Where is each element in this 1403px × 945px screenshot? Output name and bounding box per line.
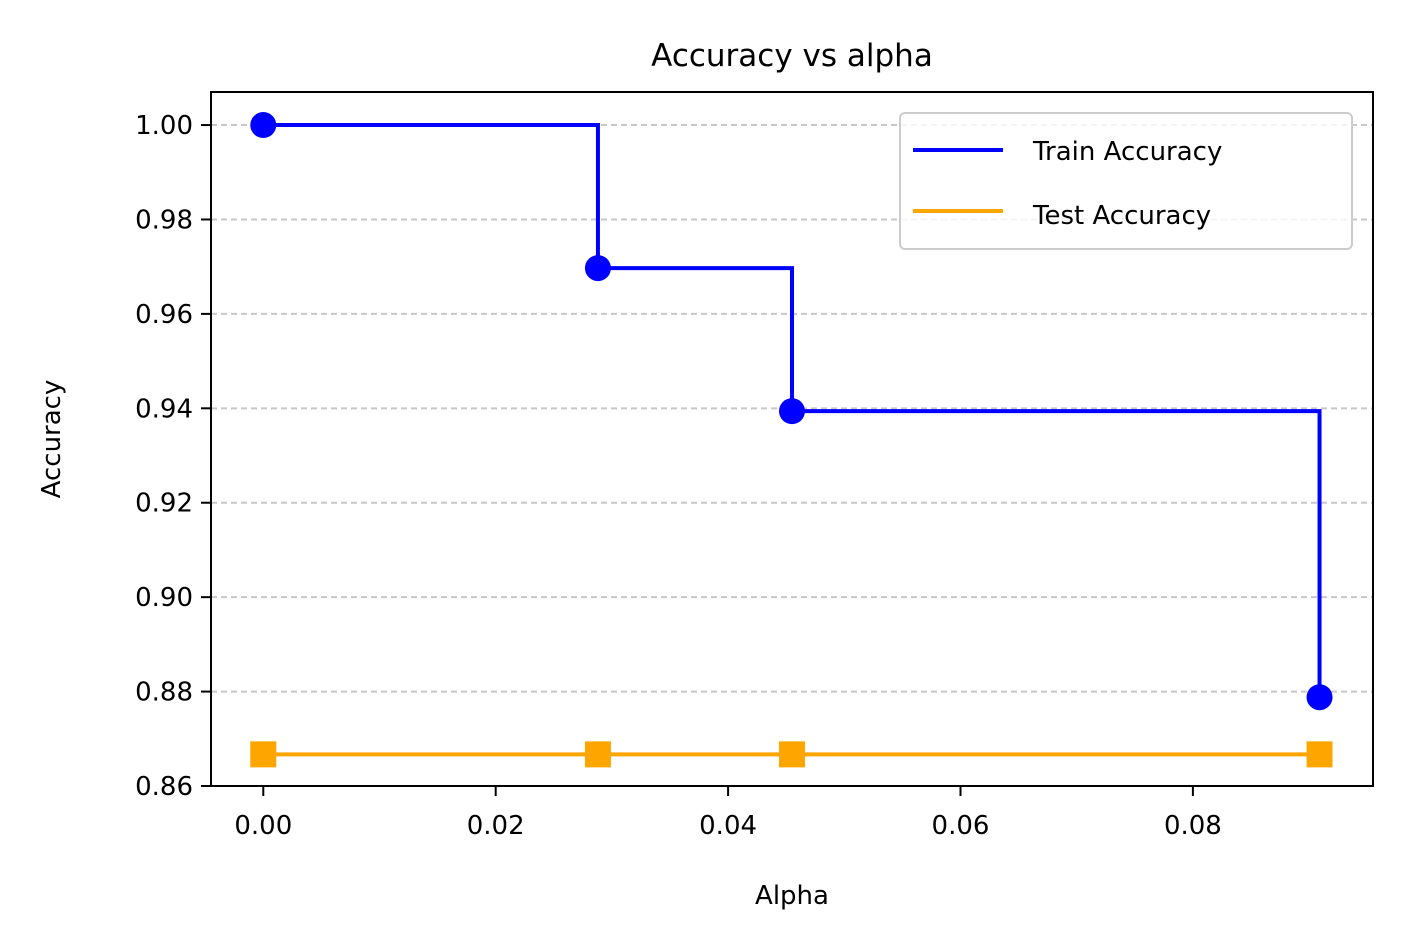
chart-title: Accuracy vs alpha bbox=[651, 38, 933, 74]
x-tick-label: 0.08 bbox=[1164, 811, 1222, 841]
y-tick-label: 0.98 bbox=[135, 205, 193, 235]
y-tick-label: 0.90 bbox=[135, 583, 193, 613]
y-axis-label: Accuracy bbox=[37, 380, 67, 499]
legend-box bbox=[899, 112, 1353, 250]
plot-frame bbox=[210, 91, 1374, 787]
x-axis-label: Alpha bbox=[755, 881, 829, 911]
series-layer bbox=[250, 112, 1333, 768]
x-tick-label: 0.02 bbox=[467, 811, 525, 841]
y-tick-label: 1.00 bbox=[135, 111, 193, 141]
test-accuracy-point bbox=[250, 741, 277, 768]
test-accuracy-point bbox=[779, 741, 805, 768]
y-tick-label: 0.86 bbox=[135, 772, 193, 802]
legend-label-test: Test Accuracy bbox=[1032, 201, 1211, 231]
train-accuracy-point bbox=[1306, 684, 1333, 711]
train-accuracy-point bbox=[779, 398, 805, 425]
train-accuracy-point bbox=[584, 255, 611, 282]
test-accuracy-point bbox=[584, 741, 611, 768]
legend-label-train: Train Accuracy bbox=[1032, 137, 1222, 167]
x-tick-label: 0.00 bbox=[234, 811, 292, 841]
train-accuracy-point bbox=[250, 112, 277, 139]
test-accuracy-point bbox=[1306, 741, 1333, 768]
train-accuracy-line bbox=[263, 123, 1322, 698]
y-tick-label: 0.88 bbox=[135, 678, 193, 708]
ticks-layer: 0.86 0.88 0.90 0.92 0.94 0.96 0.98 1.00 0.00 0.02… bbox=[135, 111, 1222, 841]
y-tick-label: 0.96 bbox=[135, 300, 193, 330]
x-tick-label: 0.04 bbox=[699, 811, 757, 841]
legend: Train Accuracy Test Accuracy bbox=[899, 112, 1353, 250]
y-tick-label: 0.92 bbox=[135, 489, 193, 519]
x-tick-label: 0.06 bbox=[932, 811, 990, 841]
y-tick-label: 0.94 bbox=[135, 394, 193, 424]
